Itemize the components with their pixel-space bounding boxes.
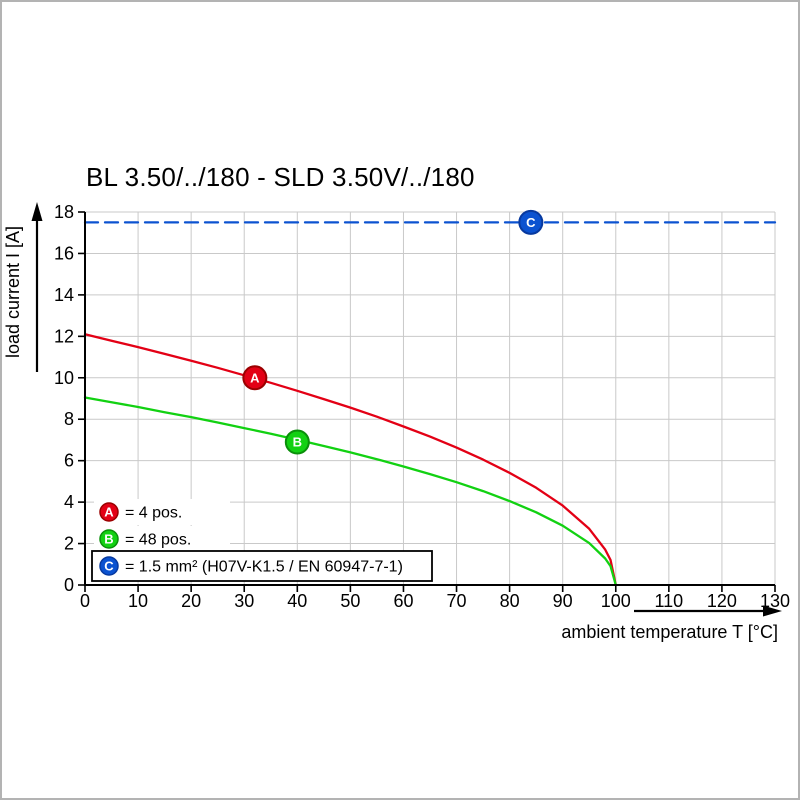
legend-label-a: = 4 pos. [125,505,182,522]
y-tick-label: 12 [54,326,74,346]
x-tick-label: 70 [447,591,467,611]
y-tick-label: 2 [64,534,74,554]
y-tick-label: 16 [54,243,74,263]
x-tick-label: 80 [500,591,520,611]
legend-marker-letter-c: C [104,558,114,573]
legend-marker-letter-b: B [104,531,113,546]
marker-a [242,365,268,391]
legend-marker-letter-a: A [104,504,114,519]
marker-c [518,209,544,235]
curve-b [83,396,617,587]
x-tick-label: 20 [181,591,201,611]
legend-box [91,550,433,582]
x-tick-label: 10 [128,591,148,611]
y-axis-arrow [31,202,43,372]
y-tick-label: 6 [64,451,74,471]
x-axis-label: ambient temperature T [°C] [561,622,778,642]
x-tick-label: 130 [760,591,790,611]
chart-title: BL 3.50/../180 - SLD 3.50V/../180 [86,162,475,192]
x-tick-label: 100 [601,591,631,611]
y-axis-label: load current I [A] [3,226,23,358]
y-tick-label: 4 [64,492,74,512]
series-curves [83,221,777,587]
marker-letter-b: B [293,435,302,450]
axes: 0 10 20 30 40 50 60 70 80 90 100 110 120 130 0 2 4 6 8 10 12… [54,202,790,611]
y-tick-label: 18 [54,202,74,222]
y-tick-label: 10 [54,368,74,388]
legend-marker-a [99,502,119,522]
x-tick-label: 0 [80,591,90,611]
x-tick-label: 90 [553,591,573,611]
y-tick-label: 14 [54,285,74,305]
legend-label-c: = 1.5 mm² (H07V-K1.5 / EN 60947-7-1) [125,559,403,576]
marker-letter-c: C [526,215,536,230]
x-tick-label: 50 [340,591,360,611]
x-tick-label: 110 [654,591,683,611]
curve-markers: A B C [242,209,544,455]
y-tick-label: 8 [64,409,74,429]
x-axis-arrow [634,605,782,617]
x-tick-label: 120 [707,591,737,611]
legend-label-b: = 48 pos. [125,532,191,549]
marker-letter-a: A [250,370,260,385]
y-tick-label: 0 [64,575,74,595]
legend: A = 4 pos. B = 48 pos. C = 1.5 mm² (H07V-K1.5… [91,499,433,582]
legend-marker-c [99,556,119,576]
x-tick-label: 40 [287,591,307,611]
marker-b [284,429,310,455]
curve-a [83,333,617,587]
x-tick-label: 30 [234,591,254,611]
legend-marker-b [99,529,119,549]
x-tick-label: 60 [393,591,413,611]
